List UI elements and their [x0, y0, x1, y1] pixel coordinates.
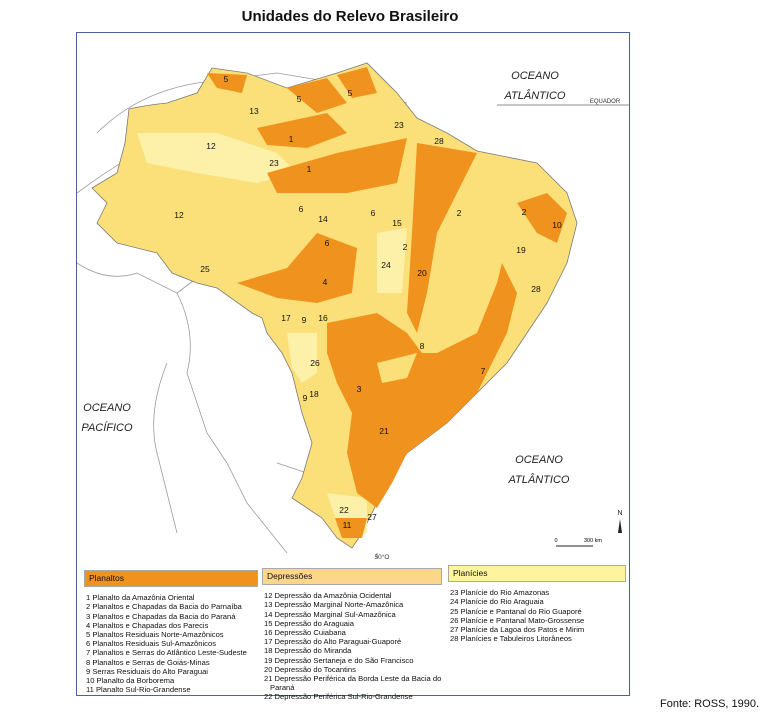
region-label: 24 — [381, 260, 391, 270]
legend-item: 2 Planaltos e Chapadas da Bacia do Parna… — [86, 602, 242, 612]
legend-title: Depressões — [262, 568, 442, 586]
legend-group: Planaltos 1 Planalto da Amazônia Oriental… — [84, 570, 258, 694]
legend-group: Planícies 23 Planície do Rio Amazonas 24 P… — [448, 565, 626, 643]
region-label: 1 — [289, 134, 294, 144]
legend-item: 26 Planície e Pantanal Mato-Grossense — [450, 615, 585, 625]
legend-item: 19 Depressão Sertaneja e do São Francisc… — [264, 655, 414, 665]
legend-group: Depressões 12 Depressão da Amazônia Ocide… — [262, 568, 442, 702]
legend-item: 15 Depressão do Araguaia — [264, 618, 354, 628]
region-label: 2 — [522, 207, 527, 217]
legend-item: 12 Depressão da Amazônia Ocidental — [264, 591, 392, 601]
legend-item: 27 Planície da Lagoa dos Patos e Mirim — [450, 625, 585, 635]
ocean-label: OCEANO — [515, 454, 563, 466]
region-label: 7 — [481, 366, 486, 376]
legend-item: 7 Planaltos e Serras do Atlântico Leste-… — [86, 648, 247, 658]
region-label: 21 — [379, 426, 389, 436]
legend-item: 10 Planalto da Borborema — [86, 676, 175, 686]
region-label: 25 — [200, 264, 210, 274]
legend-item: 1 Planalto da Amazônia Oriental — [86, 593, 195, 603]
legend-item: 22 Depressão Periférica Sul-Rio-Grandens… — [264, 692, 413, 702]
meridian-label: 50°O — [375, 553, 390, 561]
region-label: 4 — [323, 277, 328, 287]
region-label: 5 — [224, 74, 229, 84]
legend-item: 23 Planície do Rio Amazonas — [450, 588, 550, 598]
region-label: 10 — [552, 220, 562, 230]
region-label: 14 — [318, 214, 328, 224]
region-label: 2 — [457, 208, 462, 218]
region-label: 1 — [307, 164, 312, 174]
legend-item: 21 Depressão Periférica da Borda Leste d… — [264, 674, 442, 693]
region-label: 20 — [417, 268, 427, 278]
equator-label: EQUADOR — [590, 99, 621, 105]
ocean-label: ATLÂNTICO — [504, 89, 566, 102]
legend-title: Planícies — [448, 565, 626, 583]
region-label: 6 — [371, 208, 376, 218]
region-label: 28 — [531, 284, 541, 294]
region-label: 18 — [309, 389, 319, 399]
north-label: N — [617, 510, 622, 517]
region-label: 16 — [318, 313, 328, 323]
region-label: 23 — [269, 158, 279, 168]
legend-item: 4 Planaltos e Chapadas dos Parecis — [86, 620, 209, 630]
region-label: 6 — [299, 204, 304, 214]
scale-label: 300 km — [584, 538, 602, 544]
legend-item: 9 Serras Residuais do Alto Paraguai — [86, 666, 208, 676]
legend-item: 11 Planalto Sul-Rio-Grandense — [86, 685, 191, 695]
legend-item: 28 Planícies e Tabuleiros Litorâneos — [450, 634, 572, 644]
region-label: 23 — [394, 120, 404, 130]
source: Fonte: ROSS, 1990. — [660, 698, 760, 710]
legend-title: Planaltos — [84, 570, 258, 588]
region-label: 8 — [420, 341, 425, 351]
legend-item: 20 Depressão do Tocantins — [264, 664, 356, 674]
region-label: 11 — [343, 520, 352, 530]
legend-item: 13 Depressão Marginal Norte-Amazônica — [264, 600, 404, 610]
map: OCEANO ATLÂNTICO OCEANO PACÍFICO OCEANO ATLÂN… — [77, 33, 629, 563]
ocean-label: ATLÂNTICO — [508, 473, 570, 486]
region-label: 12 — [174, 210, 184, 220]
region-label: 15 — [392, 218, 402, 228]
title: Unidades do Relevo Brasileiro — [241, 8, 459, 25]
region-label: 9 — [302, 315, 307, 325]
region-label: 2 — [403, 242, 408, 252]
region-label: 28 — [434, 136, 444, 146]
ocean-label: OCEANO — [511, 70, 559, 82]
legend-item: 24 Planície do Rio Araguaia — [450, 597, 544, 607]
region-label: 5 — [348, 88, 353, 98]
map-frame: OCEANO ATLÂNTICO OCEANO PACÍFICO OCEANO ATLÂN… — [76, 32, 630, 696]
region-label: 12 — [206, 141, 216, 151]
ocean-labels: OCEANO ATLÂNTICO OCEANO PACÍFICO OCEANO ATLÂN… — [81, 70, 569, 486]
legend-item: 14 Depressão Marginal Sul-Amazônica — [264, 609, 396, 619]
scale-label: 0 — [554, 538, 557, 544]
legend-item: 17 Depressão do Alto Paraguai-Guaporé — [264, 637, 402, 647]
region-label: 9 — [303, 393, 308, 403]
ocean-label: OCEANO — [83, 402, 131, 414]
region-label: 19 — [516, 245, 526, 255]
region-label: 17 — [281, 313, 291, 323]
region-label: 3 — [357, 384, 362, 394]
region-label: 5 — [297, 94, 302, 104]
region-label: 27 — [367, 512, 377, 522]
legend-item: 8 Planaltos e Serras de Goiás-Minas — [86, 657, 210, 667]
region-label: 22 — [339, 505, 349, 515]
legend-item: 6 Planaltos Residuais Sul-Amazônicos — [86, 639, 217, 649]
region-label: 6 — [325, 238, 330, 248]
region-label: 26 — [310, 358, 320, 368]
ocean-label: PACÍFICO — [81, 421, 133, 434]
legend-item: 16 Depressão Cuiabana — [264, 628, 346, 638]
legend-item: 5 Planaltos Residuais Norte-Amazônicos — [86, 630, 224, 640]
legend-item: 25 Planície e Pantanal do Rio Guaporé — [450, 606, 582, 616]
legend-item: 18 Depressão do Miranda — [264, 646, 352, 656]
region-label: 13 — [249, 106, 259, 116]
legend-item: 3 Planaltos e Chapadas da Bacia do Paran… — [86, 611, 236, 621]
